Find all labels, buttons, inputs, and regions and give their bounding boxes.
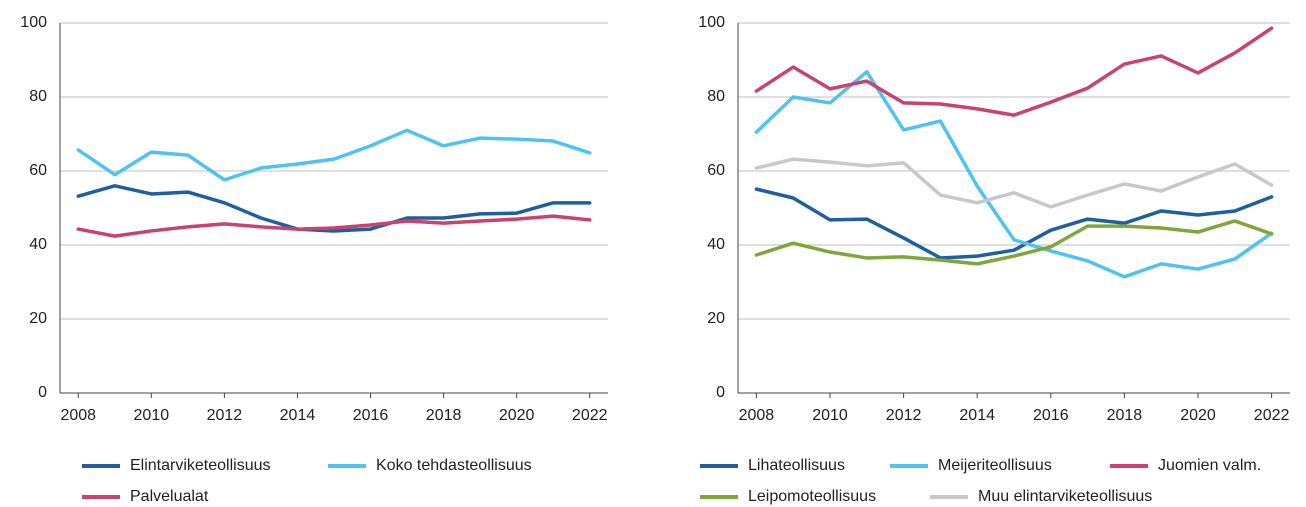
legend-label: Palvelualat xyxy=(130,488,209,505)
x-tick-label: 2020 xyxy=(1180,407,1216,424)
x-tick-label: 2014 xyxy=(280,407,316,424)
y-tick-label: 60 xyxy=(29,162,47,179)
y-tick-label: 60 xyxy=(707,162,725,179)
x-tick-label: 2016 xyxy=(1033,407,1069,424)
y-tick-label: 100 xyxy=(20,14,47,31)
y-tick-label: 40 xyxy=(29,236,47,253)
line-series xyxy=(754,219,1274,266)
y-tick-label: 0 xyxy=(38,384,47,401)
legend-label: Juomien valm. xyxy=(1158,457,1261,474)
x-tick-label: 2020 xyxy=(499,407,535,424)
x-tick-label: 2010 xyxy=(134,407,170,424)
line-series xyxy=(754,70,1274,279)
x-tick-label: 2014 xyxy=(959,407,995,424)
y-tick-label: 20 xyxy=(707,310,725,327)
legend-label: Lihateollisuus xyxy=(748,457,845,474)
line-series xyxy=(754,157,1274,209)
legend-label: Elintarviketeollisuus xyxy=(130,457,271,474)
legend-label: Meijeriteollisuus xyxy=(938,457,1052,474)
x-tick-label: 2018 xyxy=(426,407,462,424)
x-tick-label: 2022 xyxy=(1254,407,1290,424)
x-tick-label: 2012 xyxy=(886,407,922,424)
x-tick-label: 2022 xyxy=(572,407,608,424)
y-tick-label: 80 xyxy=(707,88,725,105)
legend-label: Muu elintarviketeollisuus xyxy=(978,488,1152,505)
y-tick-label: 80 xyxy=(29,88,47,105)
legend-label: Koko tehdasteollisuus xyxy=(376,457,532,474)
y-tick-label: 20 xyxy=(29,310,47,327)
y-tick-label: 0 xyxy=(716,384,725,401)
x-tick-label: 2010 xyxy=(812,407,848,424)
x-tick-label: 2016 xyxy=(353,407,389,424)
x-tick-label: 2012 xyxy=(207,407,243,424)
x-tick-label: 2018 xyxy=(1107,407,1143,424)
line-series xyxy=(754,26,1274,117)
legend-label: Leipomoteollisuus xyxy=(748,488,876,505)
x-tick-label: 2008 xyxy=(60,407,96,424)
line-series xyxy=(754,187,1274,260)
line-series xyxy=(76,214,592,238)
line-series xyxy=(76,184,592,233)
line-series xyxy=(76,128,592,182)
x-tick-label: 2008 xyxy=(739,407,775,424)
y-tick-label: 100 xyxy=(698,14,725,31)
y-tick-label: 40 xyxy=(707,236,725,253)
